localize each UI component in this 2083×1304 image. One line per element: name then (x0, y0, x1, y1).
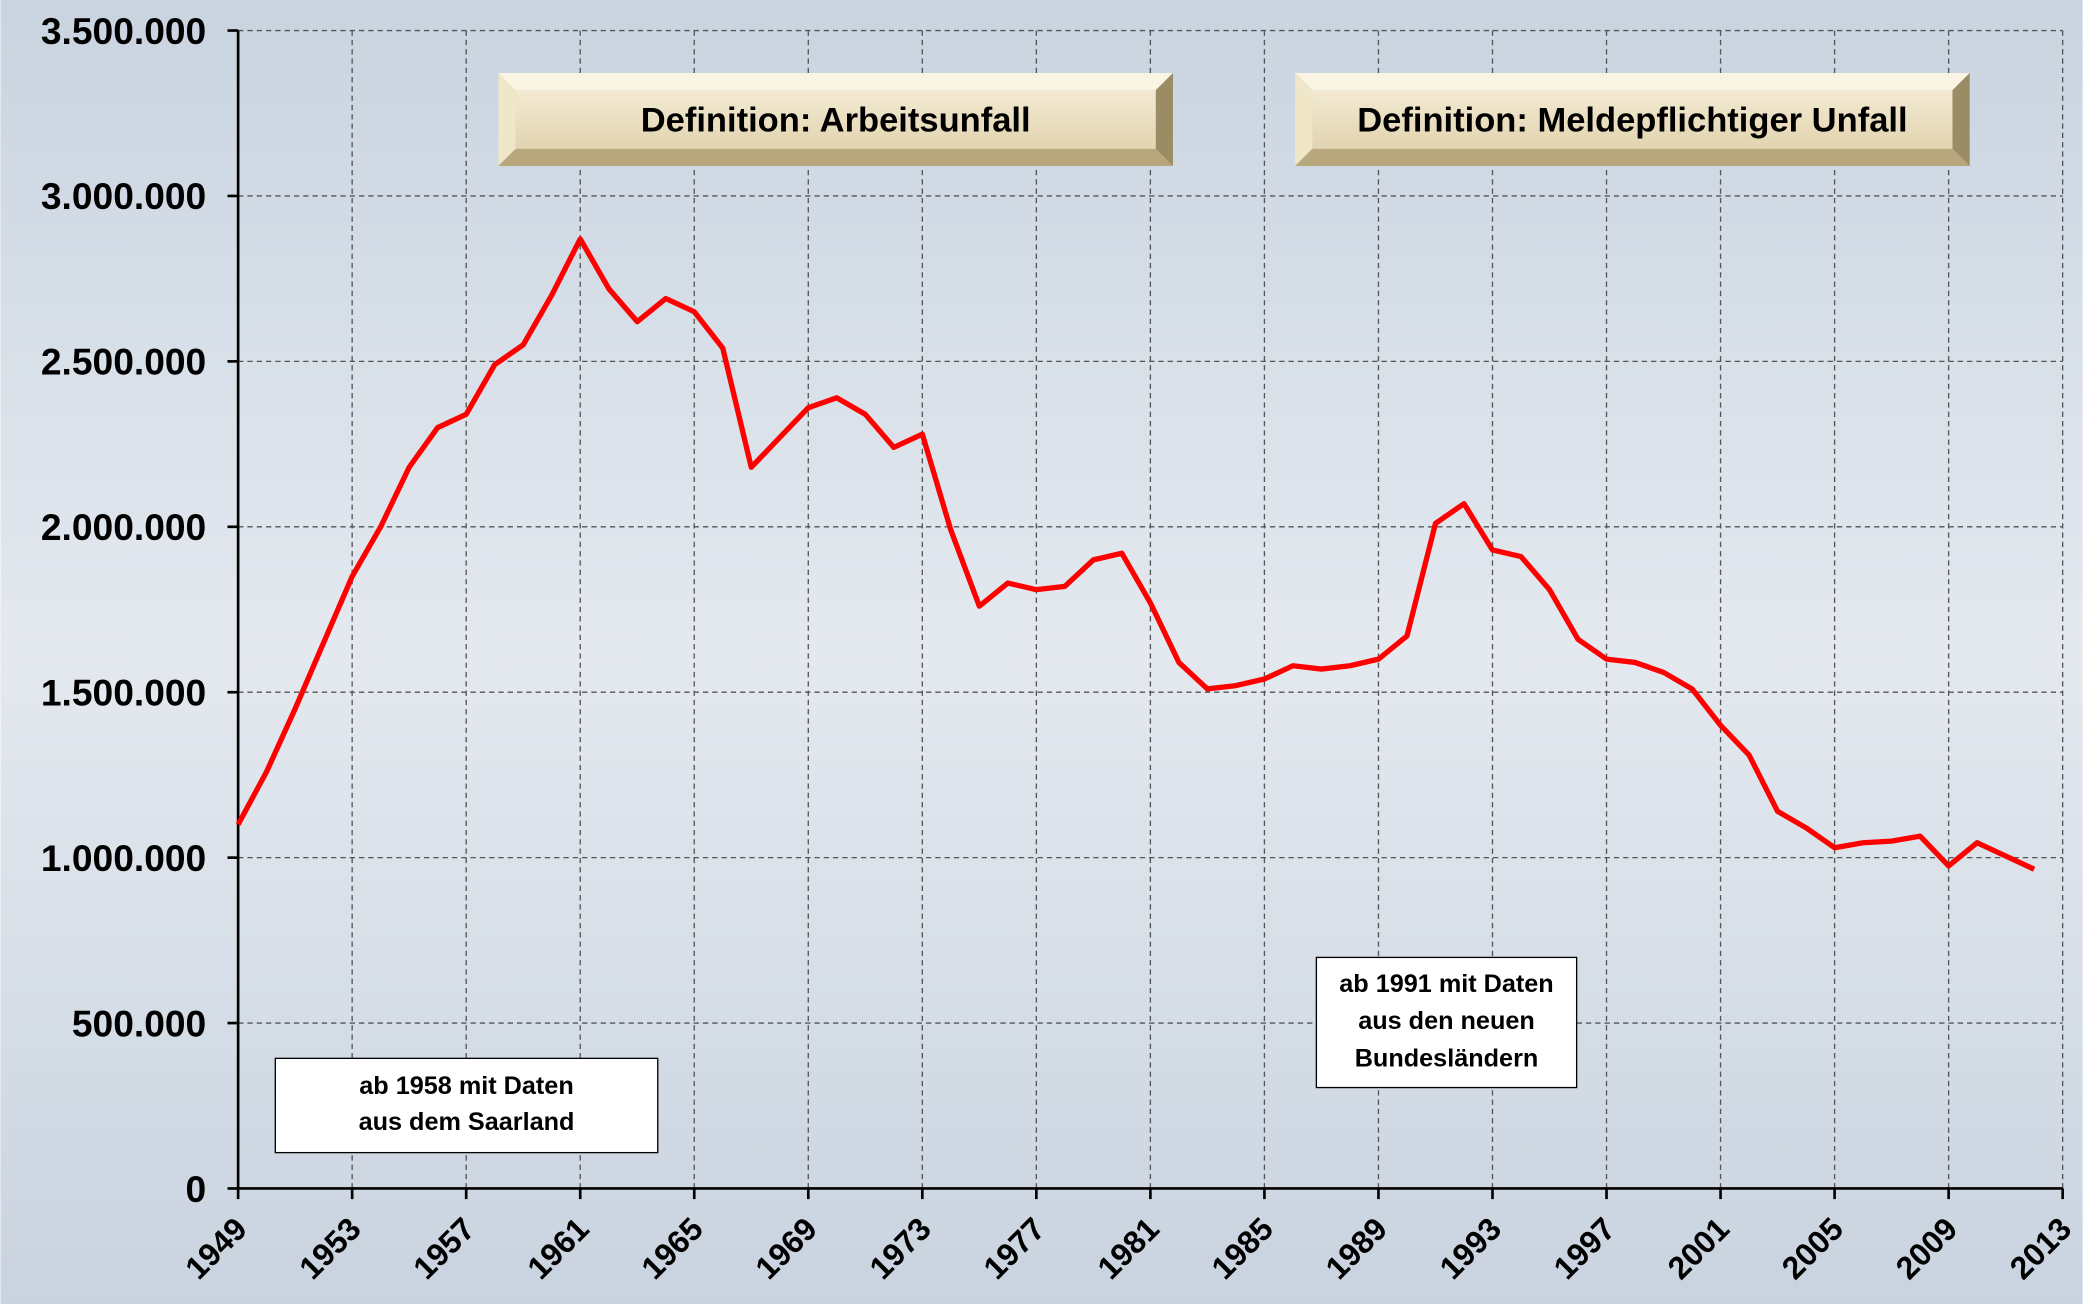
data-line (235, 236, 2036, 872)
annotation-text: aus dem Saarland (359, 1108, 575, 1136)
annotation-text: Definition: Meldepflichtiger Unfall (1357, 101, 1907, 139)
y-tick-label: 0 (186, 1168, 207, 1210)
y-tick-label: 1.000.000 (41, 837, 206, 879)
y-tick-label: 3.000.000 (41, 175, 206, 217)
definition-box: Definition: Arbeitsunfall (498, 73, 1173, 166)
annotation-text: aus den neuen (1358, 1007, 1535, 1035)
definition-box: Definition: Meldepflichtiger Unfall (1295, 73, 1970, 166)
grid: 0 500.000 1.000.000 1.500.000 2.000.000 2.500… (41, 10, 2078, 1286)
annotation-text: Definition: Arbeitsunfall (641, 101, 1031, 139)
note-box (274, 1057, 659, 1154)
y-tick-label: 2.500.000 (41, 341, 206, 383)
y-tick-label: 500.000 (72, 1002, 206, 1044)
note-box (1315, 956, 1578, 1089)
y-tick-label: 3.500.000 (41, 10, 206, 52)
annotation-text: ab 1958 mit Daten (359, 1072, 573, 1100)
y-tick-label: 1.500.000 (41, 671, 206, 713)
annotation-text: ab 1991 mit Daten (1339, 970, 1553, 998)
y-tick-label: 2.000.000 (41, 506, 206, 548)
annotations: Definition: Arbeitsunfall Definition: Me… (274, 73, 1970, 1154)
annotation-text: Bundesländern (1355, 1044, 1539, 1072)
